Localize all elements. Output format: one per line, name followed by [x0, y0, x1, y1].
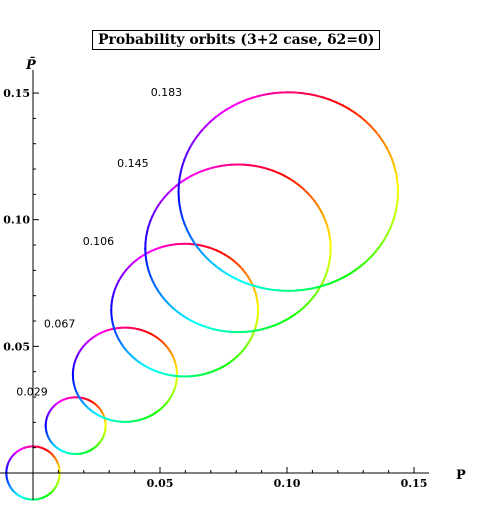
x-tick-label: 0.10 — [274, 477, 301, 490]
y-axis-label: P̄ — [25, 56, 37, 73]
orbit-label-3: 0.106 — [83, 235, 115, 248]
axes — [0, 70, 429, 500]
orbit-series-4 — [144, 163, 332, 334]
orbit-label-1: 0.029 — [16, 386, 48, 399]
orbit-labels: 0.029 0.067 0.106 0.145 0.183 — [16, 86, 182, 398]
orbit-series-1 — [44, 396, 107, 455]
orbit-series-0 — [5, 445, 61, 501]
chart-title: Probability orbits (3+2 case, δ2=0) — [92, 30, 381, 50]
orbit-label-2: 0.067 — [44, 317, 76, 330]
orbit-label-5: 0.183 — [151, 86, 183, 99]
orbit-group — [5, 91, 399, 501]
tick-group: 0.05 0.10 0.15 0.05 0.10 0.15 — [3, 87, 427, 490]
x-tick-label: 0.05 — [147, 477, 174, 490]
y-tick-label: 0.15 — [3, 87, 30, 100]
orbit-series-2 — [71, 326, 179, 423]
orbit-series-3 — [110, 242, 260, 378]
x-tick-label: 0.15 — [401, 477, 428, 490]
x-axis-label: P — [456, 468, 466, 483]
orbit-series-5 — [177, 91, 399, 292]
orbit-label-4: 0.145 — [117, 157, 149, 170]
y-tick-label: 0.05 — [3, 340, 30, 353]
y-tick-label: 0.10 — [3, 214, 30, 227]
